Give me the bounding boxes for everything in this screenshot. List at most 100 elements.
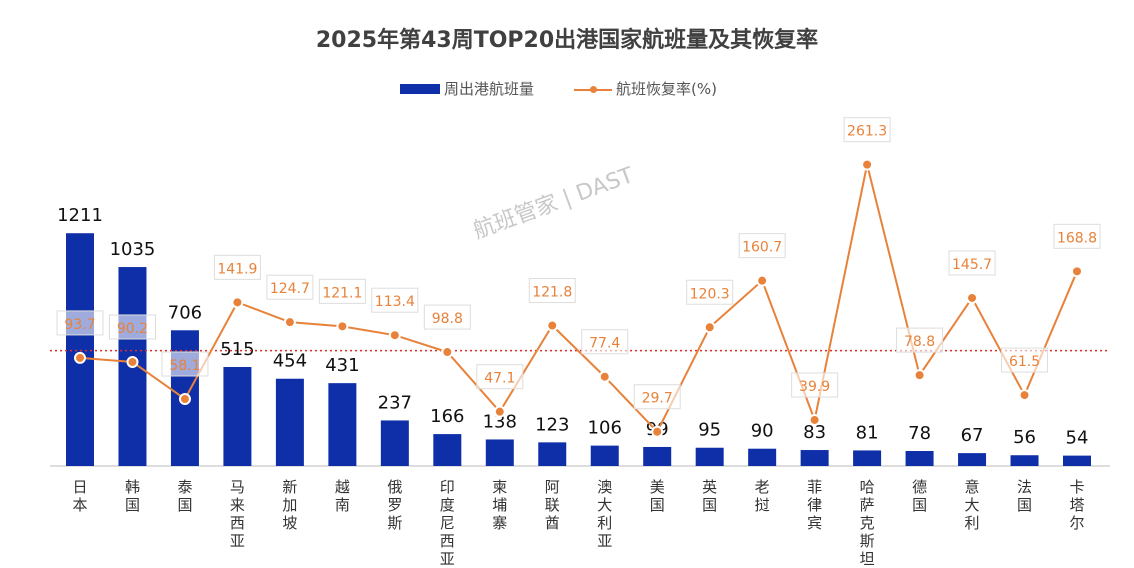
recovery-point-柬埔寨 [493, 405, 506, 418]
legend: 周出港航班量 航班恢复率(%) [400, 78, 717, 99]
recovery-value-label: 124.7 [270, 281, 310, 297]
recovery-label-box [686, 279, 734, 305]
recovery-value-label: 261.3 [847, 124, 887, 140]
recovery-value-label: 61.5 [1009, 354, 1040, 370]
x-tick-label: 新加坡 [282, 478, 297, 532]
recovery-value-label: 121.8 [532, 285, 572, 301]
recovery-value-label: 47.1 [484, 371, 515, 387]
recovery-value-label: 78.8 [904, 334, 935, 350]
recovery-value-label: 58.1 [169, 358, 200, 374]
x-tick-label: 阿联酋 [545, 478, 560, 532]
bar-value-label: 1211 [57, 205, 103, 226]
bar-value-label: 166 [430, 406, 464, 427]
x-tick-label: 印度尼西亚 [440, 478, 455, 568]
recovery-point-美国 [651, 425, 664, 438]
recovery-value-label: 39.9 [799, 379, 830, 395]
x-tick-label: 马来西亚 [230, 478, 245, 550]
bar-新加坡 [275, 378, 304, 466]
recovery-value-label: 160.7 [742, 240, 782, 256]
x-tick-label: 哈萨克斯坦 [860, 478, 875, 568]
recovery-label-box [108, 314, 156, 340]
recovery-point-印度尼西亚 [441, 346, 454, 359]
bar-value-label: 54 [1066, 428, 1089, 449]
bar-value-label: 81 [856, 422, 879, 443]
x-tick-label: 泰国 [177, 478, 192, 514]
recovery-point-泰国 [178, 392, 191, 405]
bar-value-label: 95 [698, 420, 721, 441]
recovery-label-box [266, 274, 314, 300]
recovery-label-box [213, 254, 261, 280]
recovery-value-label: 98.8 [432, 311, 463, 327]
recovery-value-label: 145.7 [952, 257, 992, 273]
bar-value-label: 138 [483, 411, 517, 432]
recovery-value-label: 77.4 [589, 336, 620, 352]
recovery-point-意大利 [966, 291, 979, 304]
bar-马来西亚 [223, 367, 252, 466]
x-tick-label: 卡塔尔 [1069, 478, 1084, 532]
recovery-point-日本 [74, 351, 86, 364]
recovery-value-label: 141.9 [217, 261, 257, 277]
recovery-point-越南 [336, 320, 349, 333]
recovery-label-box [633, 384, 681, 410]
bar-value-label: 454 [273, 351, 307, 372]
recovery-value-label: 120.3 [690, 286, 730, 302]
legend-bar-swatch [400, 83, 440, 94]
x-tick-label: 澳大利亚 [597, 478, 612, 550]
chart-title: 2025年第43周TOP20出港国家航班量及其恢复率 [315, 28, 819, 53]
bar-英国 [695, 447, 724, 466]
recovery-label-box [581, 329, 629, 355]
bar-哈萨克斯坦 [853, 450, 882, 466]
x-tick-label: 老挝 [755, 478, 770, 514]
bar-value-label: 78 [908, 423, 931, 444]
bar-value-label: 106 [588, 418, 622, 439]
bar-老挝 [748, 448, 777, 466]
recovery-label-box [896, 327, 944, 353]
recovery-label-box [318, 278, 366, 304]
x-tick-label: 日本 [72, 478, 87, 514]
recovery-label-box [948, 250, 996, 276]
recovery-point-新加坡 [283, 316, 296, 329]
recovery-label-box [371, 287, 419, 313]
recovery-label-box [528, 278, 576, 304]
x-tick-label: 韩国 [125, 478, 140, 514]
recovery-value-label: 29.7 [642, 391, 673, 407]
legend-line-label: 航班恢复率(%) [616, 80, 717, 98]
bar-印度尼西亚 [433, 434, 462, 466]
bar-value-label: 431 [325, 355, 359, 376]
bar-法国 [1010, 455, 1039, 466]
bar-美国 [643, 446, 672, 466]
bar-菲律宾 [800, 450, 829, 466]
recovery-label-box [476, 364, 524, 390]
recovery-point-老挝 [756, 274, 769, 287]
x-tick-label: 意大利 [965, 478, 980, 532]
bar-阿联酋 [538, 442, 567, 466]
bar-澳大利亚 [590, 445, 619, 466]
bar-value-label: 56 [1013, 427, 1036, 448]
x-tick-label: 柬埔寨 [492, 478, 507, 532]
recovery-value-label: 121.1 [322, 285, 362, 301]
bar-日本 [66, 233, 94, 466]
bar-value-label: 237 [378, 392, 412, 413]
x-tick-label: 法国 [1017, 478, 1032, 514]
recovery-point-法国 [1018, 389, 1031, 402]
bar-卡塔尔 [1063, 455, 1091, 466]
bar-俄罗斯 [380, 420, 409, 466]
bar-value-label: 90 [751, 421, 774, 442]
recovery-label-box [161, 351, 209, 377]
x-tick-label: 菲律宾 [807, 478, 822, 532]
recovery-point-阿联酋 [546, 319, 559, 332]
recovery-label-box [843, 117, 891, 143]
x-tick-label: 英国 [702, 478, 717, 514]
recovery-label-box [1053, 223, 1101, 249]
bar-意大利 [958, 453, 987, 466]
bar-value-label: 1035 [110, 239, 156, 260]
x-tick-label: 俄罗斯 [387, 478, 402, 532]
recovery-point-哈萨克斯坦 [861, 158, 874, 171]
recovery-value-label: 168.8 [1057, 230, 1097, 246]
bar-value-label: 83 [803, 422, 826, 443]
recovery-point-韩国 [126, 355, 139, 368]
bar-柬埔寨 [485, 439, 514, 466]
recovery-label-box [56, 310, 104, 336]
x-tick-label: 德国 [912, 478, 927, 514]
